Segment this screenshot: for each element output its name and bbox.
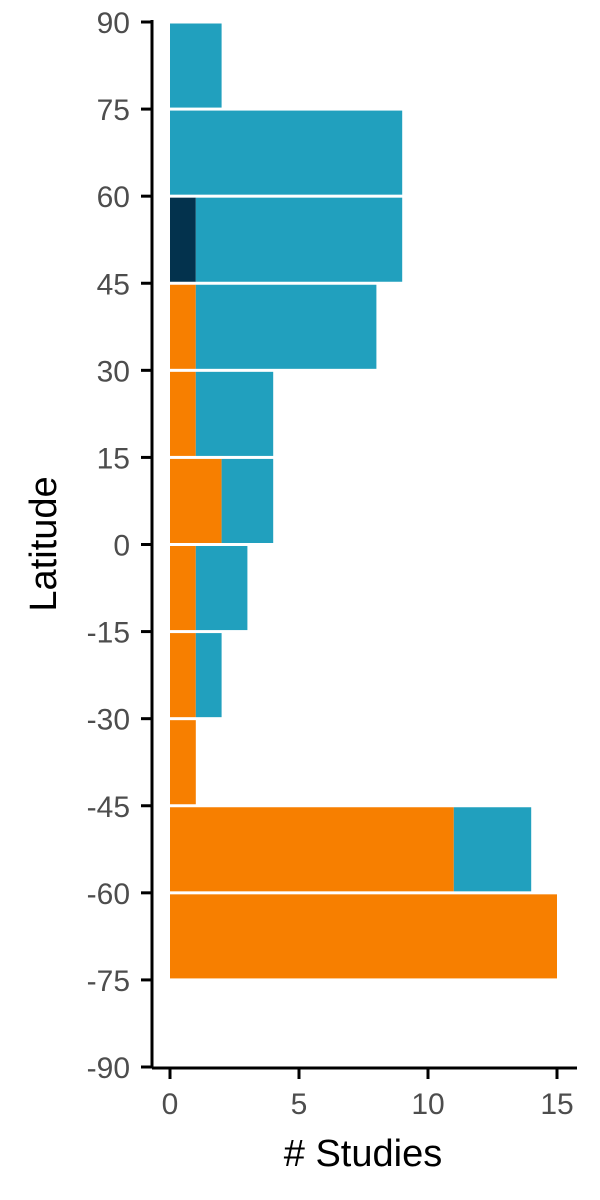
bar-blue-60-to-75 (170, 110, 403, 195)
y-axis-title: Latitude (23, 476, 65, 611)
bar-orange-30-to-45 (170, 284, 196, 369)
y-tick-label: 45 (97, 268, 130, 301)
y-tick-label: -75 (87, 965, 130, 998)
y-axis-ticks: 90 75 60 45 30 15 0 -15 -30 -45 -60 -75 -90 (87, 7, 152, 1085)
bar-blue-75-to-90 (170, 23, 222, 108)
bar-orange--30-to--15 (170, 633, 196, 718)
y-tick-label: 30 (97, 355, 130, 388)
x-tick-label: 5 (291, 1088, 308, 1121)
bar-orange-15-to-30 (170, 371, 196, 456)
bar-blue-0-to-15 (221, 458, 274, 543)
y-tick-label: -90 (87, 1052, 130, 1085)
x-axis-ticks: 0 5 10 15 (162, 1068, 574, 1121)
bar-orange-0-to-15 (170, 458, 222, 543)
y-tick-label: 60 (97, 181, 130, 214)
bars (170, 23, 557, 979)
bar-blue--30-to--15 (195, 633, 222, 718)
y-tick-label: 75 (97, 94, 130, 127)
x-axis-title: # Studies (284, 1133, 442, 1175)
bar-blue-45-to-60 (195, 197, 403, 282)
y-tick-label: 15 (97, 442, 130, 475)
y-tick-label: 90 (97, 7, 130, 40)
bar-blue-15-to-30 (195, 371, 274, 456)
y-tick-label: -45 (87, 791, 130, 824)
bar-orange--45-to--30 (170, 720, 196, 805)
y-tick-label: 0 (113, 530, 130, 563)
x-tick-label: 15 (540, 1088, 573, 1121)
bar-orange--75-to--60 (170, 894, 557, 979)
x-tick-label: 0 (162, 1088, 179, 1121)
bar-blue-30-to-45 (195, 284, 377, 369)
y-tick-label: -15 (87, 617, 130, 650)
bar-blue--60-to--45 (453, 807, 532, 892)
y-tick-label: -30 (87, 704, 130, 737)
y-tick-label: -60 (87, 878, 130, 911)
bar-orange--60-to--45 (170, 807, 454, 892)
bar-orange--15-to-0 (170, 546, 196, 631)
x-tick-label: 10 (411, 1088, 444, 1121)
bar-dark-45-to-60 (170, 197, 196, 282)
bar-blue--15-to-0 (195, 546, 248, 631)
